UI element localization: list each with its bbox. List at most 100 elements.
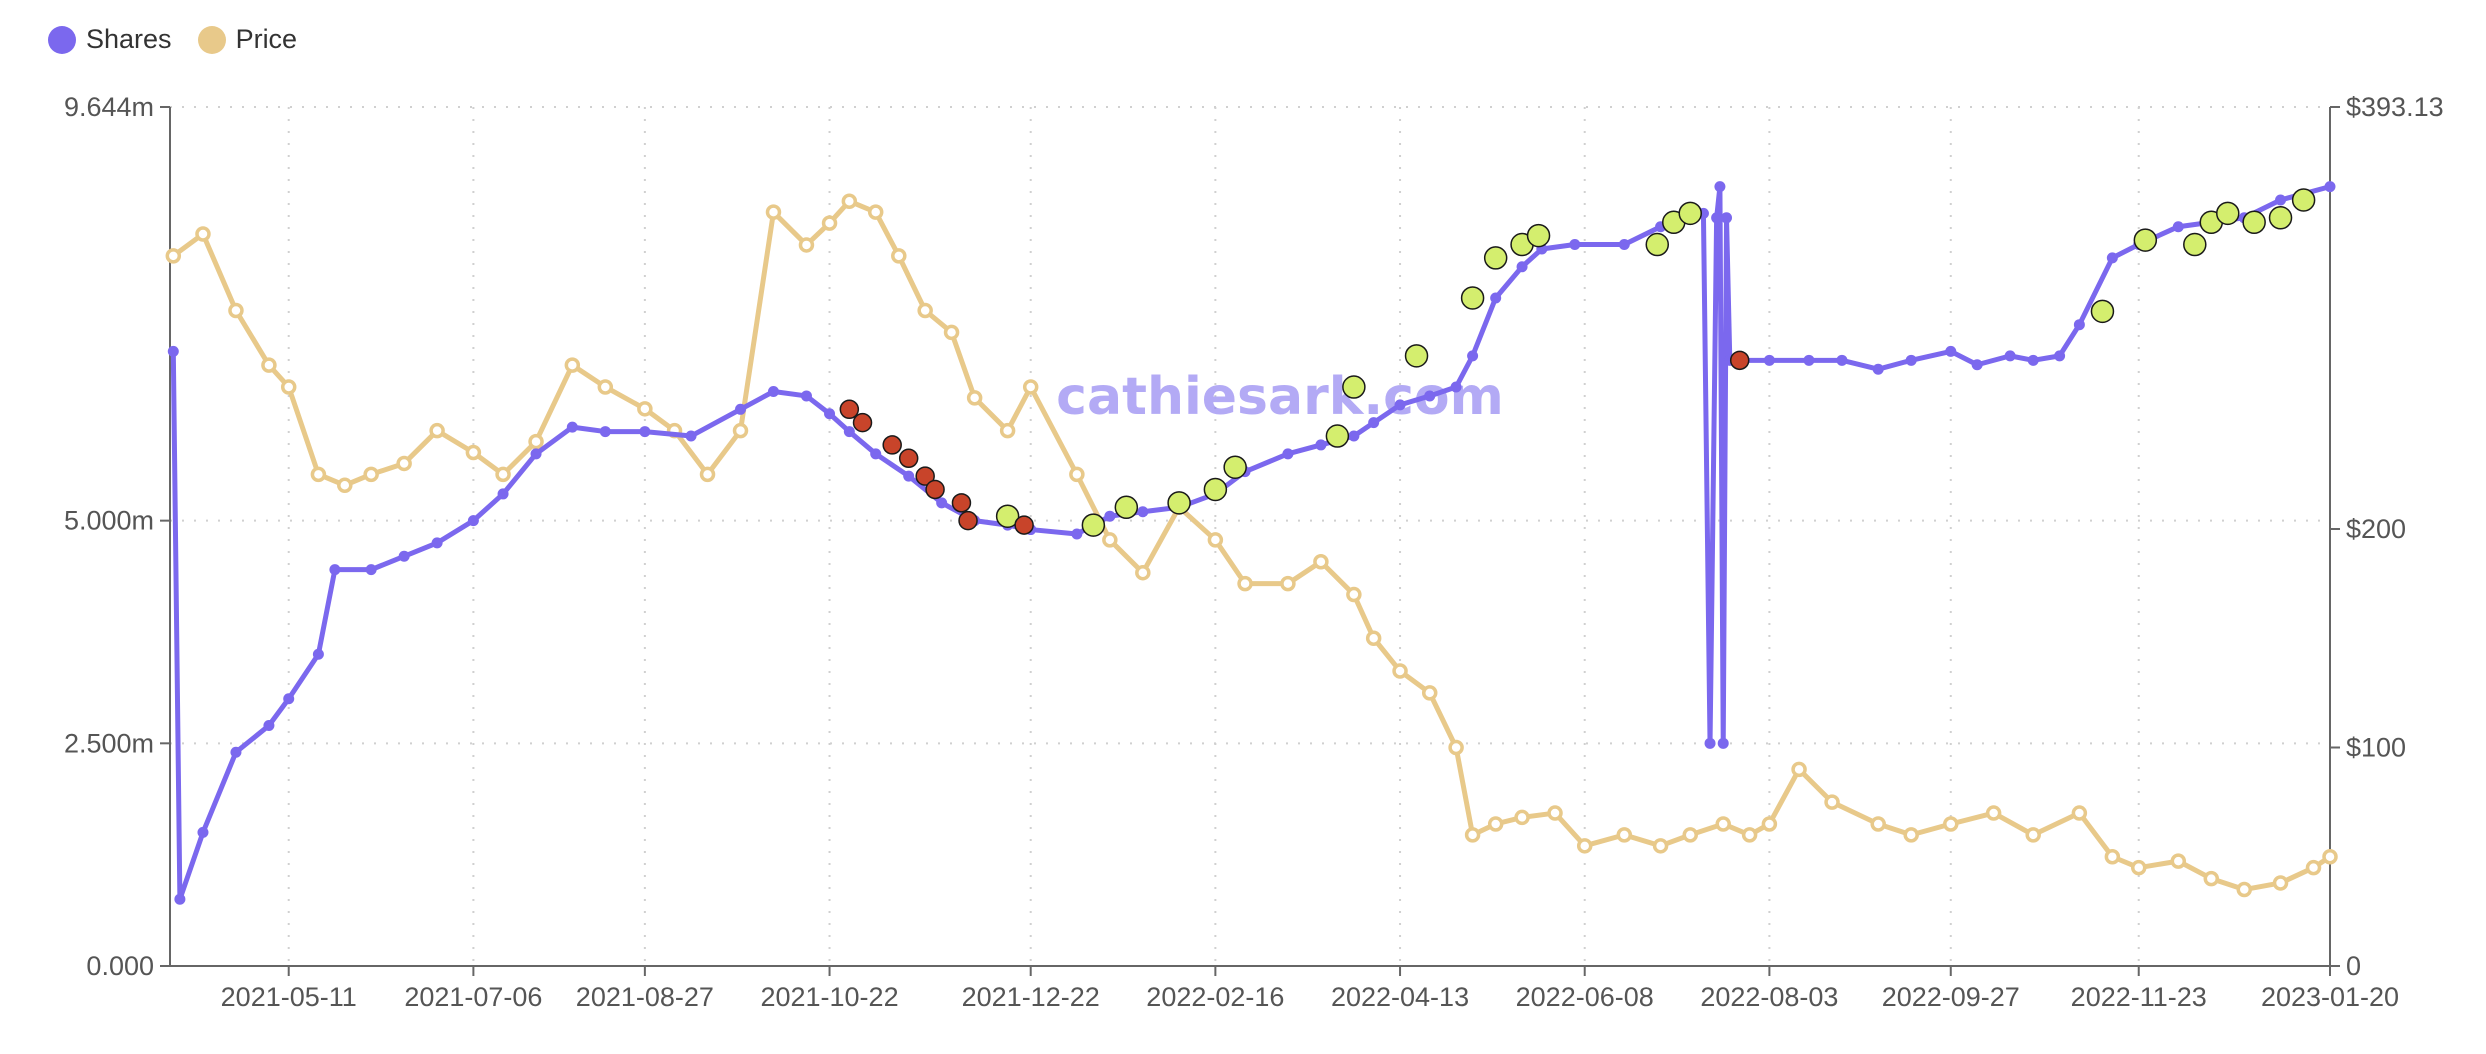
shares-point xyxy=(1450,381,1462,393)
shares-point xyxy=(1714,181,1726,193)
shares-point xyxy=(1424,390,1436,402)
shares-point xyxy=(870,448,882,460)
price-point xyxy=(1421,685,1438,701)
x-tick-label: 2022-11-23 xyxy=(2071,982,2207,1012)
legend-label-shares: Shares xyxy=(86,24,172,54)
y-left-tick-label: 2.500m xyxy=(64,728,154,758)
x-tick-label: 2021-05-11 xyxy=(221,982,357,1012)
shares-point xyxy=(1071,528,1083,540)
shares-swatch-icon xyxy=(48,25,76,54)
axes xyxy=(160,106,2340,976)
shares-point xyxy=(365,564,377,576)
shares-point xyxy=(1137,506,1149,518)
shares-point xyxy=(263,720,275,732)
shares-point xyxy=(2106,252,2118,264)
shares-point xyxy=(497,488,509,500)
shares-point xyxy=(1717,737,1729,749)
shares-point xyxy=(1711,212,1723,224)
price-point xyxy=(1870,816,1886,832)
price-point xyxy=(465,444,482,461)
shares-point xyxy=(1905,354,1917,366)
x-tick-label: 2022-06-08 xyxy=(1516,982,1654,1012)
price-point xyxy=(2170,853,2187,869)
legend-item-shares[interactable]: Shares xyxy=(48,24,172,55)
shares-point xyxy=(1618,239,1630,251)
x-tick-label: 2023-01-20 xyxy=(2261,982,2399,1012)
shares-point xyxy=(197,826,209,838)
price-point xyxy=(310,466,327,483)
price-point xyxy=(1022,379,1039,395)
sell-marker xyxy=(839,399,860,420)
shares-series xyxy=(167,181,2336,905)
buy-marker xyxy=(1081,513,1106,537)
shares-point xyxy=(398,550,410,562)
shares-point xyxy=(2004,350,2016,362)
x-tick-label: 2022-09-27 xyxy=(1882,982,2020,1012)
shares-point xyxy=(1721,212,1733,224)
sell-marker xyxy=(915,466,935,486)
shares-point xyxy=(1763,354,1775,366)
trade-markers xyxy=(839,188,2316,537)
buy-marker xyxy=(1342,375,1366,399)
price-swatch-icon xyxy=(197,25,226,54)
price-point xyxy=(943,324,960,341)
price-point xyxy=(1365,630,1382,646)
shares-line xyxy=(170,184,2331,902)
legend-item-price[interactable]: Price xyxy=(197,24,297,55)
y-right-tick-label: $100 xyxy=(2346,732,2406,762)
shares-point xyxy=(1569,239,1581,251)
buy-marker xyxy=(1223,455,1247,479)
shares-point xyxy=(1836,354,1848,366)
price-point xyxy=(261,357,277,373)
buy-marker xyxy=(1460,286,1485,310)
buy-marker xyxy=(2291,188,2316,212)
price-point xyxy=(280,379,297,395)
price-point xyxy=(2104,848,2121,865)
buy-marker xyxy=(1114,495,1139,520)
price-point xyxy=(396,455,412,472)
price-point xyxy=(1616,827,1633,843)
price-point xyxy=(2071,805,2088,821)
price-point xyxy=(1237,575,1253,592)
price-point xyxy=(2203,870,2220,887)
shares-point xyxy=(283,693,295,705)
price-point xyxy=(228,302,244,319)
price-point xyxy=(1715,816,1731,832)
buy-marker xyxy=(2183,232,2207,257)
price-point xyxy=(1943,816,1959,832)
buy-marker xyxy=(1325,424,1350,448)
price-line xyxy=(171,198,2332,893)
price-point xyxy=(841,193,858,209)
watermark: cathiesark.com xyxy=(1056,367,1504,427)
price-point xyxy=(867,204,884,220)
price-point xyxy=(1464,827,1481,843)
shares-point xyxy=(639,426,651,438)
price-point xyxy=(597,379,614,395)
sell-marker xyxy=(1014,515,1034,535)
price-point xyxy=(1682,827,1698,843)
shares-point xyxy=(1872,363,1884,375)
price-point xyxy=(2025,827,2041,843)
buy-marker xyxy=(1404,344,1429,368)
y-right-tick-label: $393.13 xyxy=(2346,92,2444,122)
buy-marker xyxy=(2242,210,2266,235)
price-point xyxy=(2272,875,2289,891)
buy-marker xyxy=(2268,206,2293,230)
sell-marker xyxy=(958,510,978,531)
shares-point xyxy=(800,390,812,402)
price-point xyxy=(528,433,544,450)
shares-point xyxy=(767,385,779,397)
shares-point xyxy=(685,430,697,442)
y-left-tick-label: 9.644m xyxy=(64,92,154,122)
shares-point xyxy=(599,426,611,438)
shares-point xyxy=(843,426,855,438)
shares-point xyxy=(2027,354,2039,366)
shares-point xyxy=(1516,261,1528,273)
x-tick-label: 2021-08-27 xyxy=(576,982,714,1012)
x-tick-label: 2022-08-03 xyxy=(1700,982,1838,1012)
buy-marker xyxy=(2133,228,2158,252)
price-point xyxy=(1547,805,1563,821)
shares-point xyxy=(1282,448,1294,460)
price-point xyxy=(337,477,353,494)
grid xyxy=(170,106,2331,967)
